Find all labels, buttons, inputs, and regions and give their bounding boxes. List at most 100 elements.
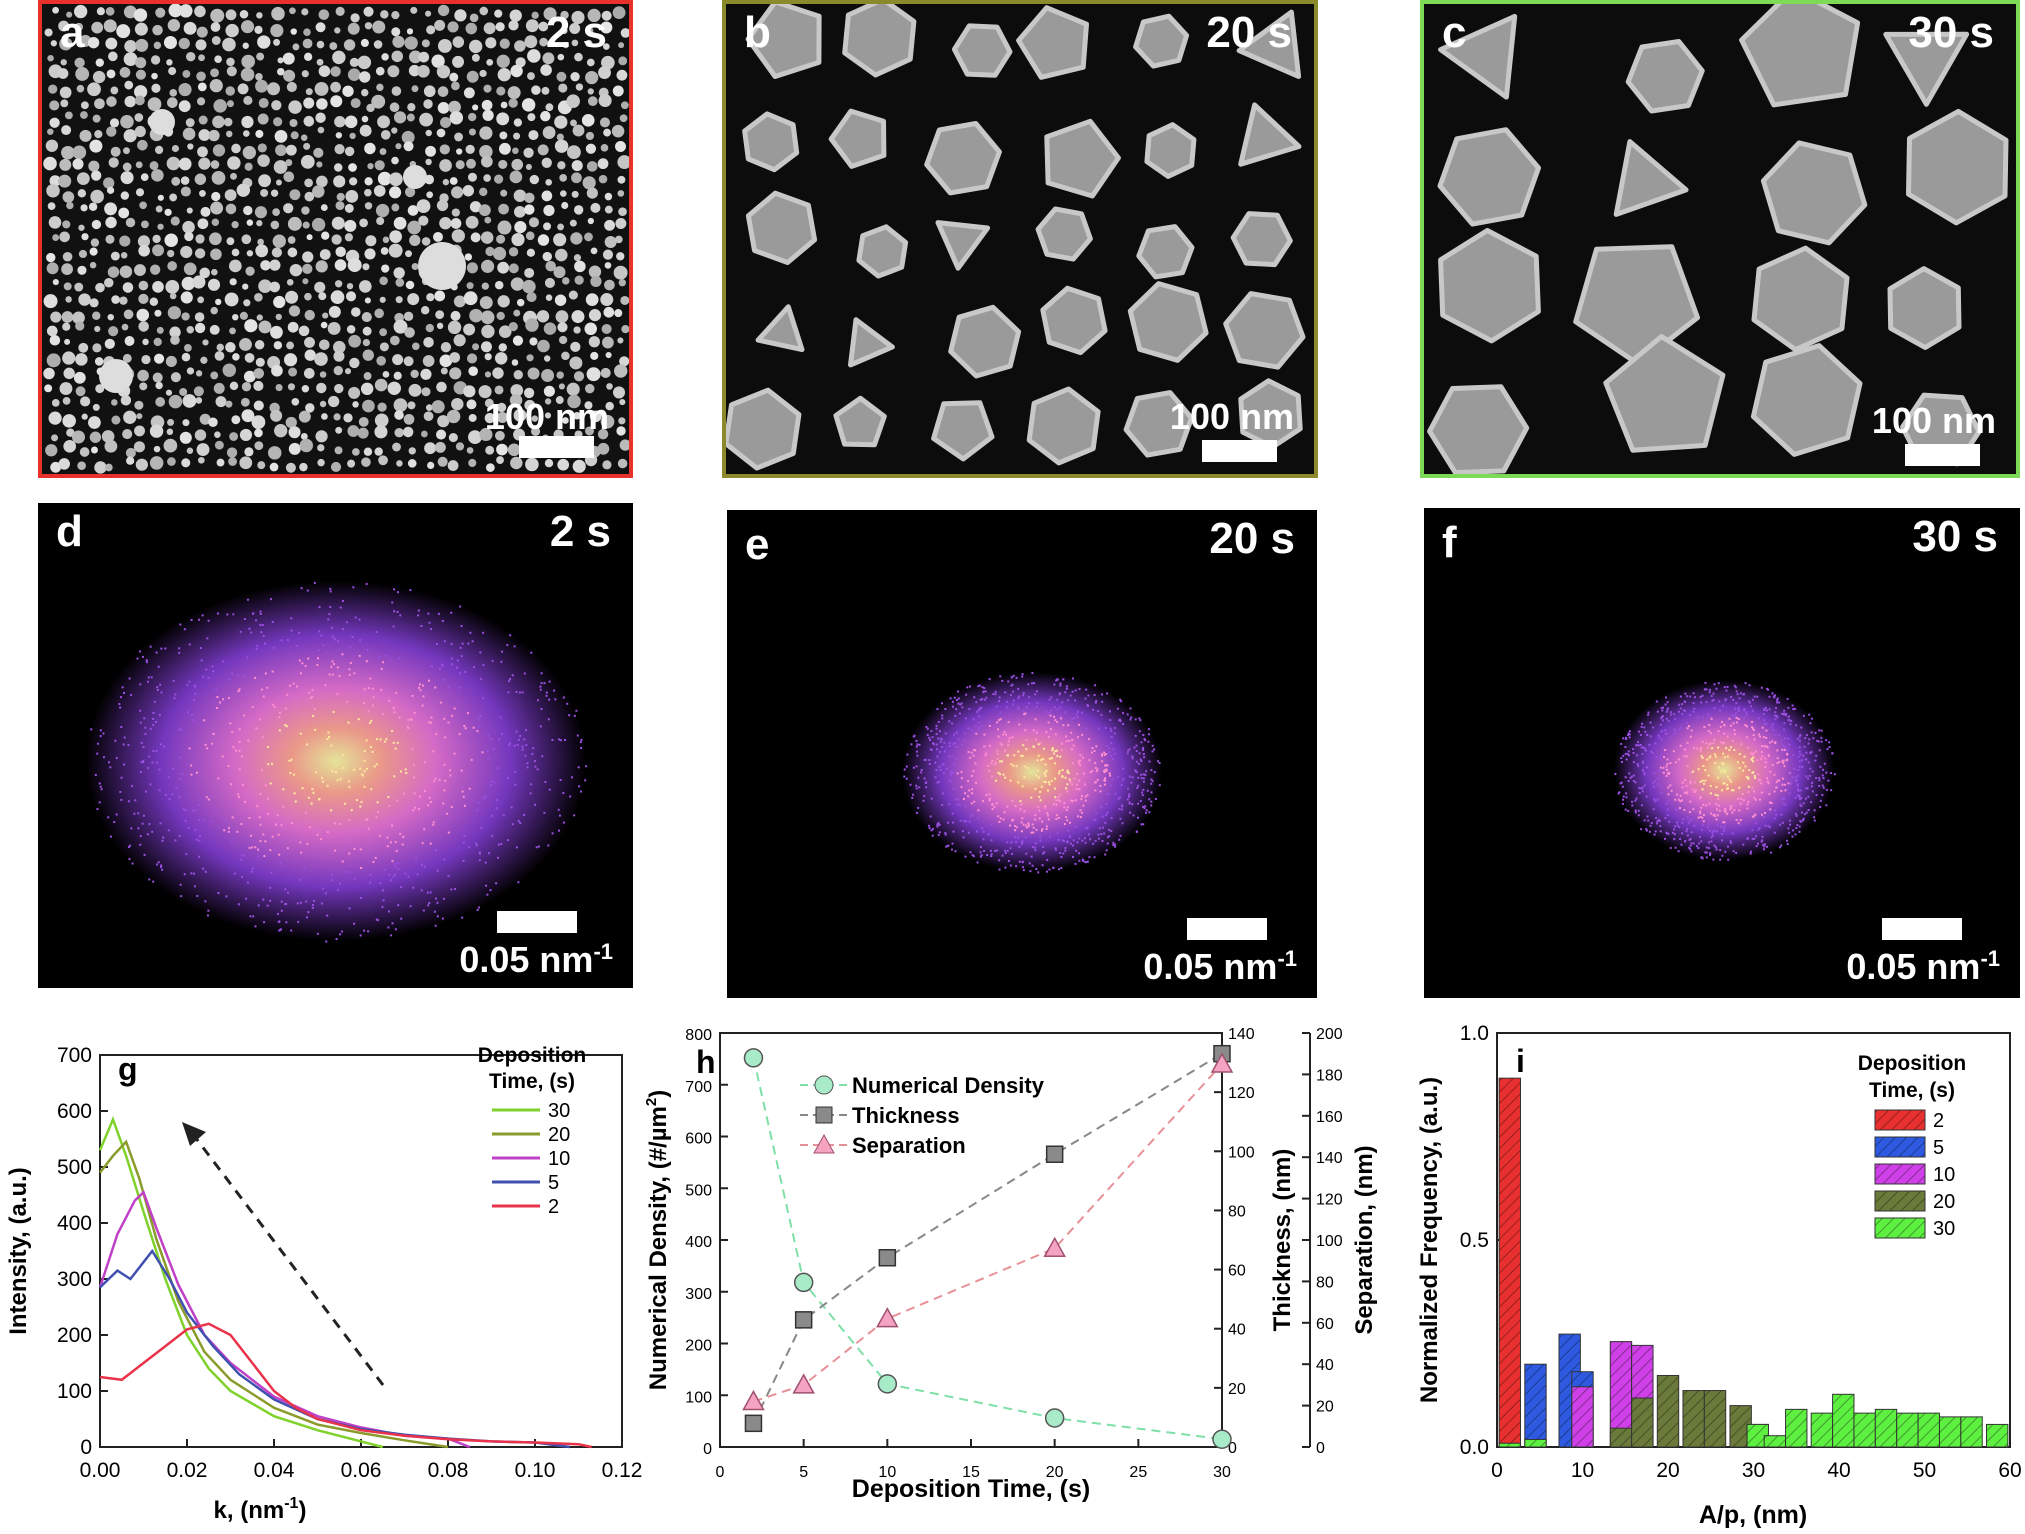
nanoparticle bbox=[590, 202, 601, 213]
noise-speckle bbox=[120, 726, 123, 729]
noise-speckle bbox=[434, 777, 437, 780]
noise-speckle bbox=[1763, 722, 1766, 725]
noise-speckle bbox=[1643, 773, 1646, 776]
noise-speckle bbox=[1796, 784, 1799, 787]
noise-speckle bbox=[490, 737, 493, 740]
noise-speckle bbox=[131, 862, 134, 865]
noise-speckle bbox=[299, 901, 302, 904]
noise-speckle bbox=[146, 833, 149, 836]
nanoparticle bbox=[439, 159, 452, 172]
noise-speckle bbox=[1704, 681, 1707, 684]
nanoparticle bbox=[449, 111, 464, 125]
noise-speckle bbox=[1780, 739, 1783, 742]
nanoparticle bbox=[214, 440, 224, 450]
noise-speckle bbox=[140, 741, 143, 744]
noise-speckle bbox=[183, 873, 186, 876]
histogram-bar-30 bbox=[1896, 1412, 1919, 1448]
noise-speckle bbox=[1634, 811, 1637, 814]
noise-speckle bbox=[305, 916, 308, 919]
nanoparticle bbox=[92, 114, 101, 123]
y-tick-label: 200 bbox=[685, 1338, 712, 1355]
nanoparticle bbox=[327, 322, 341, 335]
noise-speckle bbox=[1140, 773, 1143, 776]
noise-speckle bbox=[1742, 769, 1745, 772]
noise-speckle bbox=[1010, 763, 1013, 766]
series-line-20 bbox=[99, 1139, 449, 1449]
nanoparticle bbox=[543, 222, 552, 231]
noise-speckle bbox=[1690, 842, 1693, 845]
noise-speckle bbox=[1131, 755, 1134, 758]
x-tick-label: 0.10 bbox=[515, 1459, 556, 1482]
noise-speckle bbox=[513, 770, 516, 773]
noise-speckle bbox=[968, 820, 971, 823]
noise-speckle bbox=[967, 751, 970, 754]
noise-speckle bbox=[1665, 831, 1668, 834]
noise-speckle bbox=[144, 790, 147, 793]
nanoparticle bbox=[178, 37, 190, 50]
noise-speckle bbox=[580, 790, 583, 793]
nanoparticle bbox=[404, 327, 415, 338]
nanoparticle bbox=[270, 189, 279, 197]
nanoparticle bbox=[363, 372, 372, 380]
nanoparticle bbox=[202, 339, 209, 346]
noise-speckle bbox=[1700, 755, 1703, 758]
noise-speckle bbox=[172, 679, 175, 682]
noise-speckle bbox=[1069, 694, 1072, 697]
noise-speckle bbox=[1770, 802, 1773, 805]
noise-speckle bbox=[1643, 726, 1646, 729]
noise-speckle bbox=[1068, 821, 1071, 824]
noise-speckle bbox=[1044, 806, 1047, 809]
nanoparticle bbox=[269, 259, 281, 271]
nanoparticle bbox=[92, 70, 106, 84]
noise-speckle bbox=[1104, 764, 1107, 767]
noise-speckle bbox=[1109, 719, 1112, 722]
noise-speckle bbox=[1085, 688, 1088, 691]
noise-speckle bbox=[147, 766, 150, 769]
y-tick-label: 300 bbox=[57, 1268, 92, 1291]
noise-speckle bbox=[192, 809, 195, 812]
nanoparticle bbox=[303, 28, 311, 36]
noise-speckle bbox=[1794, 796, 1797, 799]
noise-speckle bbox=[171, 793, 174, 796]
nanoparticle bbox=[226, 57, 235, 67]
nanoparticle bbox=[316, 58, 324, 66]
noise-speckle bbox=[1783, 737, 1786, 740]
noise-speckle bbox=[312, 791, 315, 794]
noise-speckle bbox=[1715, 803, 1718, 806]
nanoparticle bbox=[271, 100, 282, 111]
nanoparticle bbox=[155, 7, 166, 18]
noise-speckle bbox=[100, 788, 103, 791]
nanoparticle bbox=[271, 364, 283, 377]
nanoparticle bbox=[181, 352, 191, 362]
nanoparticle bbox=[194, 429, 207, 441]
noise-speckle bbox=[564, 738, 567, 741]
noise-speckle bbox=[948, 720, 951, 723]
noise-speckle bbox=[1723, 686, 1726, 689]
noise-speckle bbox=[1139, 719, 1142, 722]
nanoparticle bbox=[287, 321, 299, 333]
noise-speckle bbox=[1099, 790, 1102, 793]
noise-speckle bbox=[1625, 796, 1628, 799]
nanoparticle bbox=[541, 86, 550, 95]
noise-speckle bbox=[320, 902, 323, 905]
noise-speckle bbox=[1017, 687, 1020, 690]
nanoparticle bbox=[468, 458, 477, 468]
noise-speckle bbox=[307, 911, 310, 914]
nanoparticle bbox=[494, 385, 504, 395]
noise-speckle bbox=[1822, 786, 1825, 789]
nanoparticle bbox=[59, 382, 73, 396]
noise-speckle bbox=[1097, 710, 1100, 713]
nanoparticle bbox=[543, 322, 557, 335]
noise-speckle bbox=[1715, 848, 1718, 851]
noise-speckle bbox=[1826, 748, 1829, 751]
nanoparticle bbox=[425, 158, 432, 166]
nanoparticle bbox=[165, 389, 173, 396]
noise-speckle bbox=[972, 754, 975, 757]
noise-speckle bbox=[297, 920, 300, 923]
nanoparticle bbox=[435, 310, 445, 320]
noise-speckle bbox=[365, 660, 368, 663]
noise-speckle bbox=[941, 792, 944, 795]
noise-speckle bbox=[1697, 842, 1700, 845]
nanoparticle bbox=[585, 70, 599, 85]
